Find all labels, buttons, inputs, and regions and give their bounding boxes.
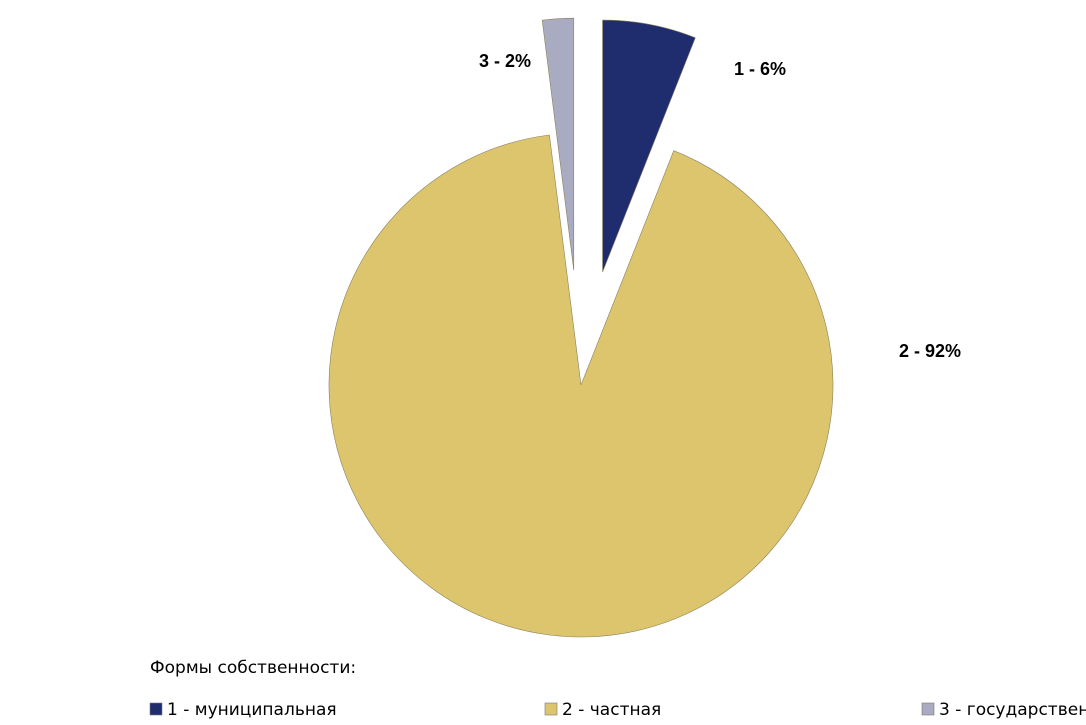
- value-label: 2 - 92%: [899, 341, 961, 361]
- legend-swatch: [921, 702, 935, 716]
- legend-swatch: [149, 702, 163, 716]
- value-label: 1 - 6%: [734, 59, 786, 79]
- legend-label: 2 - частная: [562, 700, 661, 720]
- legend-label: 3 - государственная: [939, 700, 1086, 720]
- legend-swatch: [544, 702, 558, 716]
- legend-label: 1 - муниципальная: [167, 700, 337, 720]
- value-label: 3 - 2%: [479, 51, 531, 71]
- pie-slice: [602, 19, 696, 273]
- legend-title: Формы собственности:: [150, 658, 356, 678]
- pie-slice: [328, 134, 834, 638]
- pie-slice: [541, 17, 575, 271]
